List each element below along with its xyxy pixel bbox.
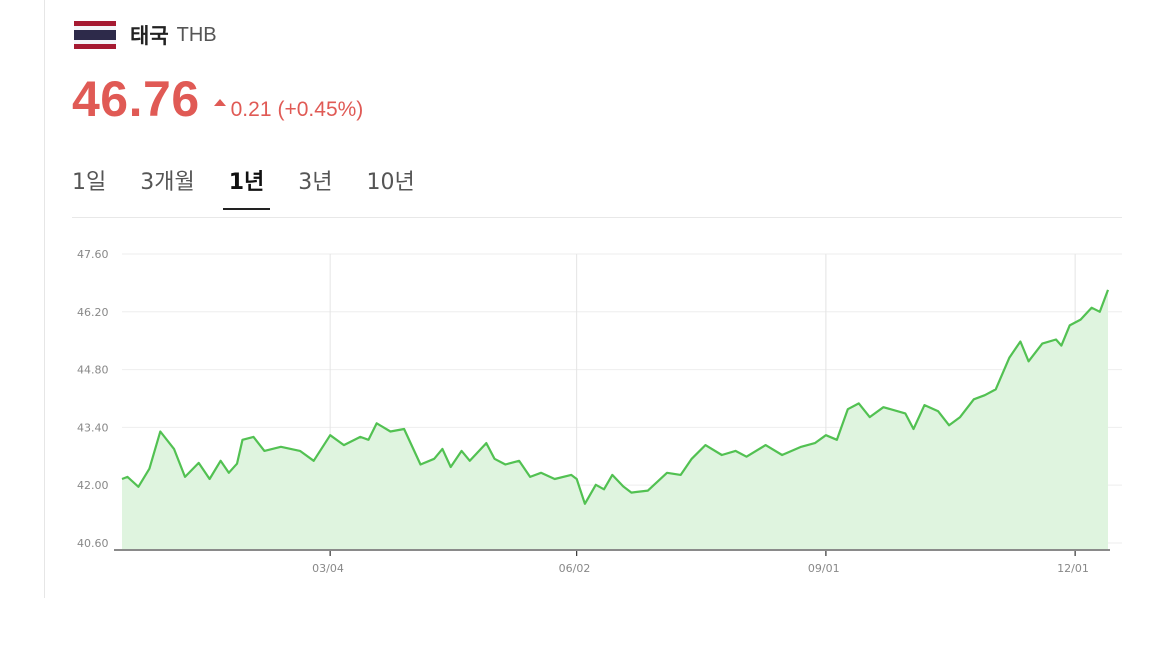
up-arrow-icon	[213, 99, 226, 106]
series-line	[121, 289, 1110, 505]
tabs-divider	[72, 217, 1122, 218]
left-divider	[44, 0, 45, 598]
price-change: 0.21	[230, 98, 272, 121]
quote: 46.76 0.21 (+0.45%)	[72, 70, 363, 128]
period-tabs: 1일 3개월 1년 3년 10년	[72, 160, 449, 210]
area-fill	[122, 289, 1108, 550]
tab-1-day[interactable]: 1일	[72, 170, 107, 195]
y-tick-label: 40.60	[77, 537, 109, 550]
current-price: 46.76	[72, 71, 200, 127]
tab-3-months[interactable]: 3개월	[140, 170, 195, 195]
y-tick-label: 44.80	[77, 364, 109, 377]
y-tick-label: 42.00	[77, 479, 109, 492]
price-change-percent: (+0.45%)	[277, 98, 364, 121]
x-tick-label: 03/04	[312, 562, 344, 575]
x-tick-label: 09/01	[808, 562, 840, 575]
currency-code: THB	[176, 23, 217, 46]
x-tick-label: 06/02	[559, 562, 591, 575]
x-tick-label: 12/01	[1057, 562, 1089, 575]
country-name: 태국	[130, 24, 169, 48]
thailand-flag-icon	[74, 21, 116, 50]
y-tick-label: 43.40	[77, 421, 109, 434]
tab-1-year[interactable]: 1년	[222, 160, 270, 210]
currency-header: 태국 THB	[74, 20, 217, 50]
y-tick-label: 47.60	[77, 248, 109, 261]
y-tick-label: 46.20	[77, 306, 109, 319]
tab-10-years[interactable]: 10년	[366, 170, 415, 195]
tab-3-years[interactable]: 3년	[298, 170, 333, 195]
